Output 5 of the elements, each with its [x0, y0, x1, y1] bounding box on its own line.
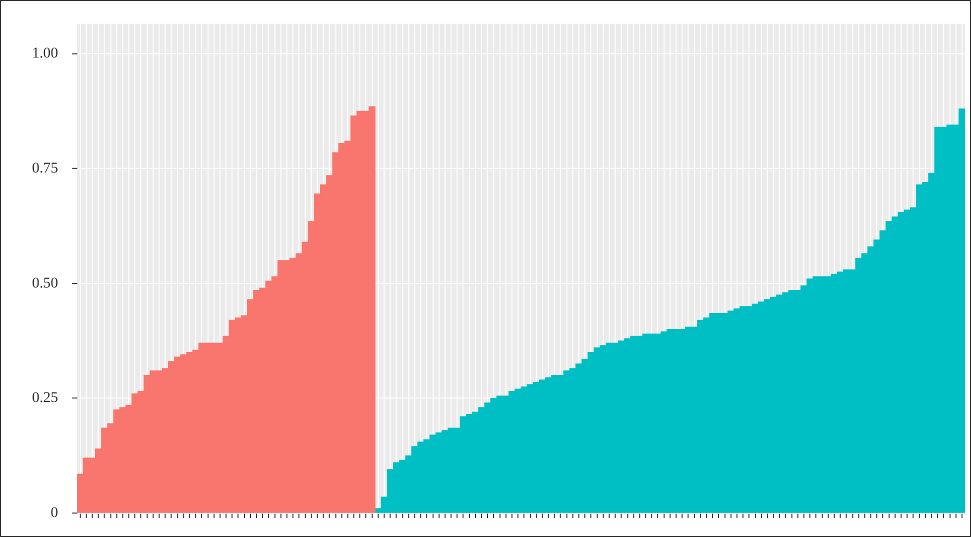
- y-tick-label: 1.00: [32, 46, 58, 62]
- y-tick-label: 0.75: [32, 160, 58, 177]
- y-tick-label: 0.25: [32, 390, 58, 406]
- y-tick-label: 0: [50, 505, 58, 522]
- y-tick-label: 0.50: [32, 275, 58, 292]
